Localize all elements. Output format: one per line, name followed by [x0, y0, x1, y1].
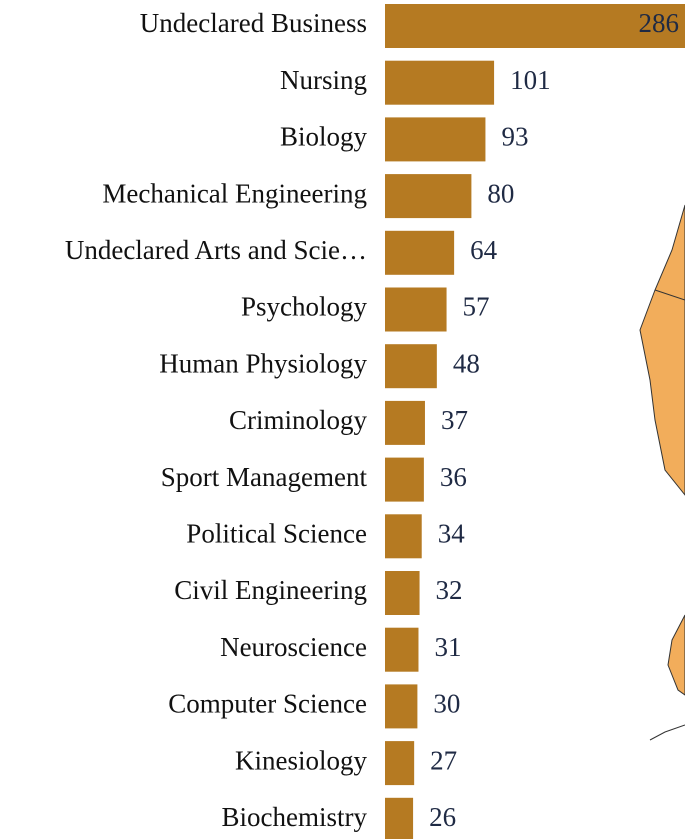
bar [385, 4, 685, 48]
category-label: Nursing [280, 65, 367, 95]
map-region [667, 614, 685, 696]
value-label: 286 [639, 8, 680, 38]
value-label: 31 [434, 632, 461, 662]
category-label: Kinesiology [235, 745, 367, 775]
value-label: 26 [429, 802, 456, 832]
value-label: 34 [438, 519, 466, 549]
bar [385, 514, 422, 559]
value-label: 48 [453, 348, 480, 378]
value-label: 37 [441, 405, 468, 435]
bar [385, 174, 472, 219]
category-label: Human Physiology [159, 348, 367, 378]
category-label: Sport Management [161, 462, 368, 492]
bar [385, 344, 437, 389]
bar [385, 400, 425, 445]
bar [385, 117, 486, 162]
value-label: 80 [487, 178, 514, 208]
category-label: Neuroscience [220, 632, 367, 662]
value-label: 93 [501, 122, 528, 152]
bar [385, 60, 495, 105]
bar [385, 287, 447, 332]
category-label: Civil Engineering [174, 575, 367, 605]
category-label: Mechanical Engineering [102, 178, 367, 208]
value-label: 27 [430, 745, 457, 775]
category-label: Computer Science [168, 689, 367, 719]
map-border [654, 289, 685, 301]
value-label: 57 [463, 292, 490, 322]
bar [385, 627, 419, 672]
category-label: Biochemistry [222, 802, 368, 832]
value-label: 30 [433, 689, 460, 719]
bar [385, 571, 420, 615]
bar [385, 741, 415, 786]
category-label: Biology [280, 122, 368, 152]
value-label: 36 [440, 462, 467, 492]
category-label: Psychology [241, 292, 368, 322]
bar [385, 797, 414, 839]
value-label: 101 [510, 65, 550, 95]
map-coast [649, 724, 685, 741]
category-label: Undeclared Business [140, 8, 367, 38]
value-label: 64 [470, 235, 498, 265]
map-fragment [639, 204, 685, 741]
category-label: Political Science [186, 519, 367, 549]
category-label: Criminology [229, 405, 368, 435]
bar [385, 684, 418, 729]
bar [385, 230, 455, 275]
map-region [639, 204, 685, 496]
bar [385, 457, 424, 502]
value-label: 32 [436, 575, 463, 605]
category-label: Undeclared Arts and Scie… [65, 235, 367, 265]
